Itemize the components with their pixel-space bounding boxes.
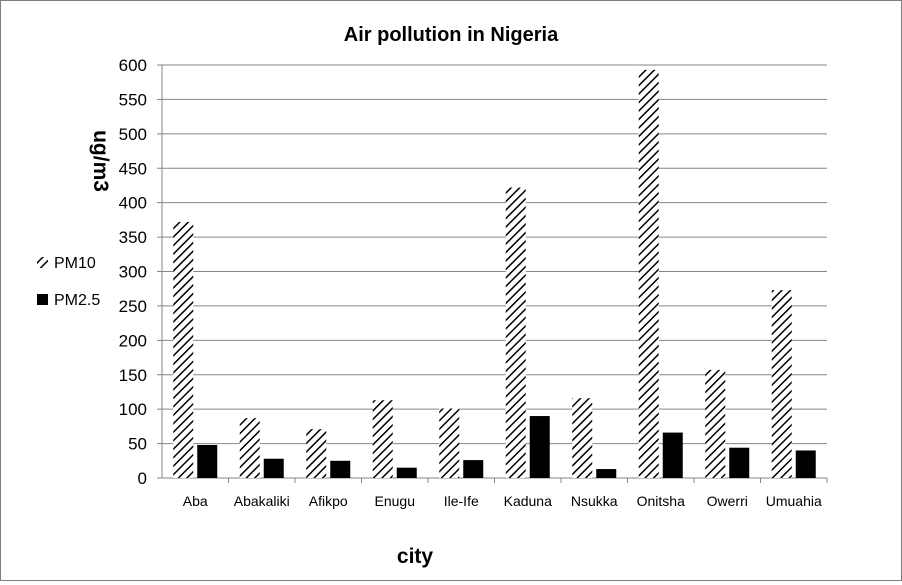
y-tick-label: 500 xyxy=(119,125,147,144)
y-tick-label: 450 xyxy=(119,159,147,178)
bar-pm10 xyxy=(439,408,460,478)
y-tick-label: 50 xyxy=(128,435,147,454)
y-tick-label: 600 xyxy=(119,56,147,75)
bar-pm10 xyxy=(505,187,526,479)
legend-swatch-pm25 xyxy=(37,294,48,305)
x-tick-label: Afikpo xyxy=(309,493,348,509)
bar-pm10 xyxy=(572,398,593,478)
bar-pm25 xyxy=(795,450,816,478)
bar-pm25 xyxy=(263,458,284,478)
x-tick-label: Nsukka xyxy=(571,493,618,509)
y-tick-label: 200 xyxy=(119,331,147,350)
bars xyxy=(173,69,816,479)
legend-label-pm25: PM2.5 xyxy=(54,292,100,309)
x-tick-label: Umuahia xyxy=(766,493,822,509)
bar-pm25 xyxy=(596,469,617,478)
x-tick-label: Kaduna xyxy=(504,493,552,509)
y-tick-labels: 0 50 100 150 200 250 300 350 400 450 500 550 600 xyxy=(119,56,147,488)
y-tick-label: 100 xyxy=(119,400,147,419)
y-axis-label: ug/m3 xyxy=(89,130,112,192)
y-tick-label: 250 xyxy=(119,297,147,316)
bar-pm10 xyxy=(239,418,260,478)
y-tick-label: 300 xyxy=(119,263,147,282)
x-tick-label: Aba xyxy=(183,493,208,509)
x-tick-label: Owerri xyxy=(707,493,748,509)
legend: PM10 PM2.5 xyxy=(37,255,100,309)
y-tick-label: 150 xyxy=(119,366,147,385)
chart-title: Air pollution in Nigeria xyxy=(344,24,559,46)
bar-pm10 xyxy=(173,221,194,478)
bar-pm10 xyxy=(306,429,327,478)
bar-pm10 xyxy=(771,290,792,478)
bar-pm25 xyxy=(330,460,351,478)
bar-pm10 xyxy=(372,400,393,478)
bar-pm25 xyxy=(197,444,218,478)
legend-swatch-pm10 xyxy=(37,257,48,268)
bar-pm10 xyxy=(705,369,726,478)
x-tick-label: Onitsha xyxy=(637,493,685,509)
y-tick-label: 350 xyxy=(119,228,147,247)
x-tick-labels: Aba Abakaliki Afikpo Enugu Ile-Ife Kaduna Nsuk… xyxy=(183,493,822,509)
y-tick-label: 550 xyxy=(119,90,147,109)
y-tick-label: 0 xyxy=(138,469,147,488)
x-tick-label: Enugu xyxy=(375,493,415,509)
bar-pm25 xyxy=(463,460,484,478)
legend-label-pm10: PM10 xyxy=(54,255,96,272)
x-tick-label: Abakaliki xyxy=(234,493,290,509)
bar-pm25 xyxy=(529,416,550,478)
bar-pm25 xyxy=(662,432,683,478)
bar-pm25 xyxy=(729,447,750,478)
bar-pm25 xyxy=(396,467,417,478)
x-tick-label: Ile-Ife xyxy=(444,493,479,509)
gridlines xyxy=(157,64,828,483)
x-axis-label: city xyxy=(397,545,434,568)
y-tick-label: 400 xyxy=(119,194,147,213)
bar-pm10 xyxy=(638,69,659,479)
